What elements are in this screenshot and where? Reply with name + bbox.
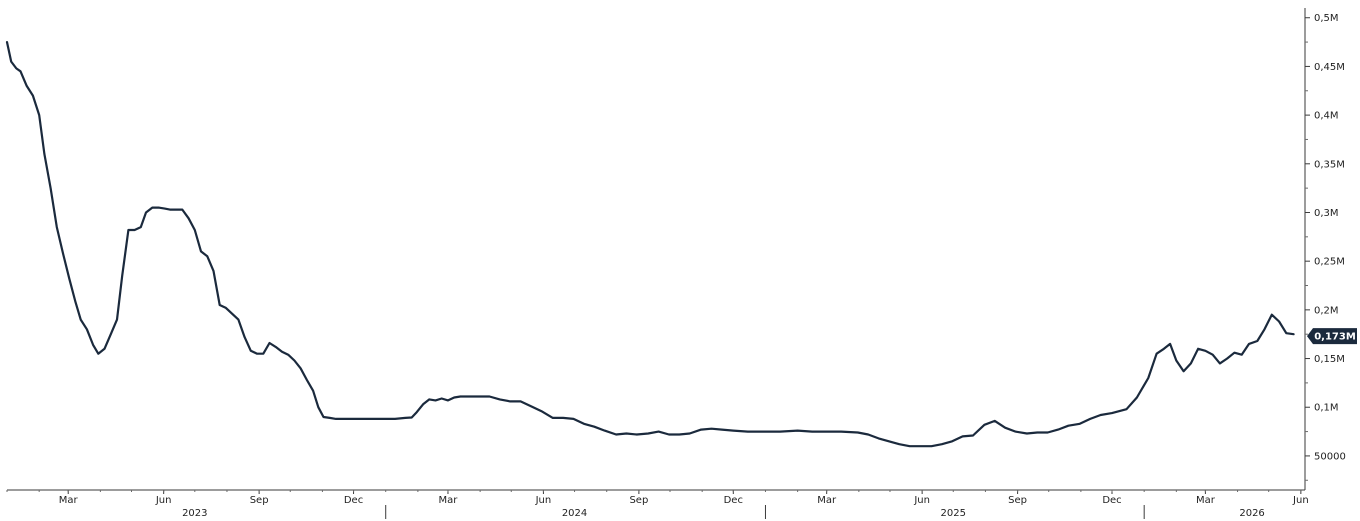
x-year-label: 2025 <box>941 508 966 519</box>
x-tick-label: Sep <box>250 495 269 506</box>
y-tick-label: 0,15M <box>1314 354 1345 365</box>
series-layer <box>5 41 1295 448</box>
x-tick-label: Jun <box>913 495 930 506</box>
last-value-label: 0,173M <box>1314 332 1356 343</box>
y-tick-label: 0,35M <box>1314 159 1345 170</box>
x-tick-label: Sep <box>1008 495 1027 506</box>
x-tick-label: Dec <box>724 495 743 506</box>
y-axis: 50000 0,1M 0,15M 0,2M 0,25M 0,3M 0,35M 0,4M 0,45… <box>1304 8 1346 490</box>
x-tick-label: Jun <box>155 495 172 506</box>
x-tick-label: Mar <box>439 495 459 506</box>
x-tick-label: Jun <box>535 495 552 506</box>
x-tick-label: Jun <box>1292 495 1309 506</box>
x-year-label: 2023 <box>182 508 207 519</box>
y-tick-label: 0,45M <box>1314 62 1345 73</box>
x-axis: Mar Jun Sep Dec Mar Jun Sep Dec Mar Jun Sep Dec Mar J… <box>6 489 1309 519</box>
x-tick-label: Mar <box>59 495 79 506</box>
series-line <box>5 41 1295 448</box>
y-tick-label: 0,3M <box>1314 208 1339 219</box>
y-tick-label: 0,4M <box>1314 111 1339 122</box>
x-year-label: 2026 <box>1239 508 1264 519</box>
x-tick-label: Dec <box>1102 495 1121 506</box>
last-value-badge <box>1307 328 1357 345</box>
x-tick-label: Mar <box>1196 495 1216 506</box>
last-value-label-layer: 0,173M <box>1307 328 1357 345</box>
y-tick-label: 0,2M <box>1314 305 1339 316</box>
x-tick-label: Mar <box>817 495 837 506</box>
y-tick-label: 0,5M <box>1314 13 1339 24</box>
y-tick-label: 0,25M <box>1314 257 1345 268</box>
x-tick-label: Dec <box>344 495 363 506</box>
y-tick-label: 50000 <box>1314 451 1346 462</box>
x-year-label: 2024 <box>562 508 587 519</box>
y-tick-label: 0,1M <box>1314 403 1339 414</box>
x-tick-label: Sep <box>629 495 648 506</box>
